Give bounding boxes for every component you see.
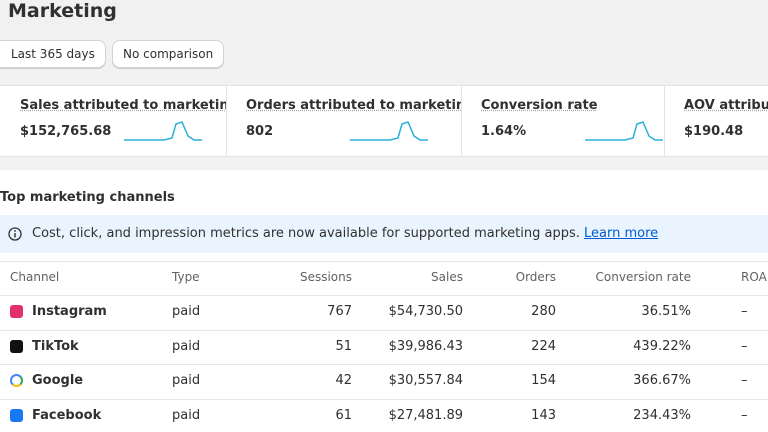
metric-label: Conversion rate: [481, 98, 598, 113]
channel-icon: [10, 339, 23, 353]
metric-value: 1.64%: [481, 124, 527, 139]
sparkline: [124, 121, 202, 141]
banner-message: Cost, click, and impression metrics are …: [32, 226, 580, 241]
learn-more-link[interactable]: Learn more: [584, 226, 659, 241]
table-rule: [0, 398, 768, 400]
table-cell: 61: [335, 407, 352, 423]
page-title: Marketing: [8, 0, 117, 22]
table-rule: [0, 329, 768, 331]
banner-text: Cost, click, and impression metrics are …: [32, 215, 658, 253]
info-banner: Cost, click, and impression metrics are …: [0, 215, 768, 253]
sparkline: [585, 121, 663, 141]
table-cell: 280: [531, 304, 556, 319]
table-cell: $54,730.50: [388, 304, 463, 319]
table-cell: 767: [327, 304, 352, 319]
metric-card[interactable]: Orders attributed to marketing 802: [226, 86, 462, 156]
channel-icon: [10, 408, 23, 422]
metric-label: Orders attributed to marketing: [246, 98, 462, 113]
column-header: Type: [172, 270, 200, 284]
table-cell: –: [741, 407, 748, 423]
metric-label: Sales attributed to marketing: [20, 98, 227, 113]
channel-name[interactable]: Google: [32, 373, 84, 388]
column-header: Orders: [515, 270, 556, 284]
table-cell: paid: [172, 407, 201, 423]
table-cell: 51: [335, 338, 352, 354]
channel-name[interactable]: TikTok: [32, 338, 79, 354]
table-cell: 143: [531, 407, 556, 423]
metric-label: AOV attribute: [684, 98, 768, 113]
metric-card[interactable]: Sales attributed to marketing $152,765.68: [0, 86, 227, 156]
section-title: Top marketing channels: [0, 190, 175, 205]
metric-value: $152,765.68: [20, 124, 112, 139]
metric-value: 802: [246, 124, 274, 139]
table-cell: –: [741, 373, 748, 388]
date-range-button[interactable]: Last 365 days: [0, 40, 106, 68]
table-cell: $30,557.84: [388, 373, 463, 388]
table-cell: 439.22%: [633, 338, 691, 354]
table-cell: 42: [335, 373, 352, 388]
table-cell: $27,481.89: [388, 407, 463, 423]
table-rule: [0, 295, 768, 296]
sparkline: [350, 121, 428, 141]
table-cell: paid: [172, 373, 201, 388]
table-cell: 234.43%: [633, 407, 691, 423]
table-cell: 224: [531, 338, 556, 354]
channel-icon: [10, 305, 23, 318]
channel-icon: [10, 374, 23, 387]
info-icon: [8, 227, 22, 241]
column-header: ROA: [741, 270, 767, 284]
column-header[interactable]: Sales: [431, 270, 463, 284]
table-cell: –: [741, 304, 748, 319]
metric-cards: Sales attributed to marketing $152,765.68…: [0, 85, 768, 157]
table-cell: $39,986.43: [388, 338, 463, 354]
table-cell: 154: [531, 373, 556, 388]
channels-panel: [0, 170, 768, 432]
metric-value: $190.48: [684, 124, 744, 139]
column-header: Conversion rate: [595, 270, 691, 284]
table-cell: 366.67%: [633, 373, 691, 388]
table-cell: 36.51%: [641, 304, 691, 319]
column-header: Channel: [10, 270, 60, 284]
column-header: Sessions: [299, 270, 352, 284]
table-cell: –: [741, 338, 748, 354]
metric-card[interactable]: AOV attribute $190.48: [664, 86, 768, 156]
comparison-button[interactable]: No comparison: [112, 40, 225, 68]
channel-name[interactable]: Instagram: [32, 304, 107, 319]
table-cell: paid: [172, 304, 201, 319]
channel-name[interactable]: Facebook: [32, 407, 102, 423]
table-rule: [0, 364, 768, 365]
table-rule: [0, 261, 768, 262]
table-cell: paid: [172, 338, 201, 354]
metric-card[interactable]: Conversion rate 1.64%: [461, 86, 665, 156]
